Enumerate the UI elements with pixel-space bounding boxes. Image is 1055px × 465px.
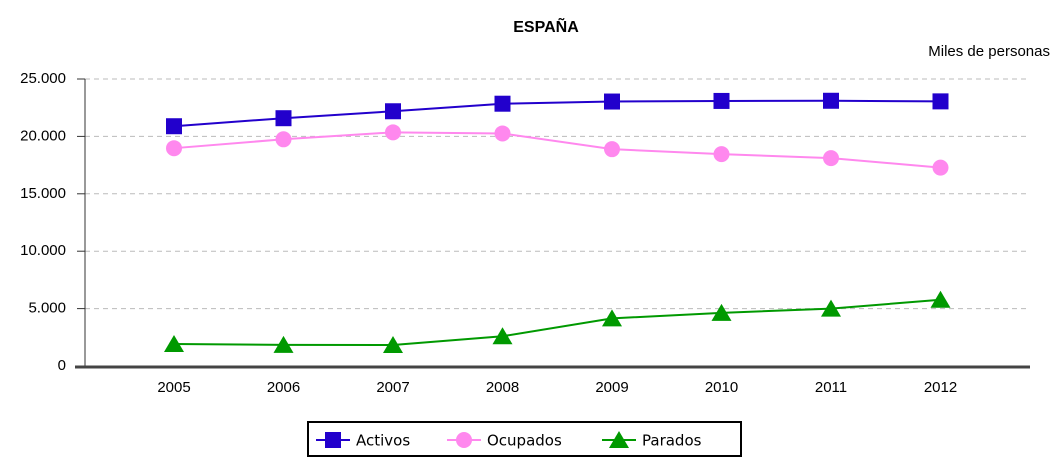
point [823,150,839,167]
y-tick-label: 0 [58,357,66,374]
point [494,125,511,142]
x-tick-label: 2007 [376,379,409,396]
point [930,290,951,308]
point [823,92,839,109]
x-tick-label: 2010 [705,379,738,396]
point [166,140,182,157]
chart-title: ESPAÑA [513,16,579,36]
x-tick-label: 2008 [486,379,519,396]
point [166,118,182,135]
point [604,141,620,158]
point [492,327,513,345]
y-tick-label: 20.000 [20,127,66,144]
point [275,110,292,127]
point [383,335,403,353]
legend-marker [609,431,629,448]
point [713,146,730,163]
unit-label: Miles de personas [928,43,1050,60]
y-tick-label: 25.000 [20,70,66,87]
x-tick-label: 2012 [924,379,957,396]
point [713,92,730,109]
point [932,159,949,176]
legend-label: Parados [642,432,702,450]
point [932,93,949,110]
point [821,299,841,317]
legend-box [307,421,742,457]
series-line [173,99,941,128]
point [164,335,184,353]
x-tick-label: 2011 [815,379,847,396]
series-line [173,131,941,169]
point [385,103,401,120]
legend-label: Activos [356,432,410,450]
point [275,131,292,148]
point [494,95,511,112]
point [273,335,294,353]
x-tick-label: 2005 [157,379,190,396]
legend-marker [325,432,341,448]
point [385,124,401,141]
x-tick-label: 2009 [595,379,628,396]
legend-label: Ocupados [487,432,562,450]
point [604,93,620,110]
point [602,309,622,327]
y-tick-label: 10.000 [20,242,66,259]
x-tick-label: 2006 [267,379,300,396]
y-tick-label: 15.000 [20,185,66,202]
series-line [173,298,941,346]
y-tick-label: 5.000 [28,300,66,317]
legend-marker [456,432,472,448]
point [711,303,732,321]
